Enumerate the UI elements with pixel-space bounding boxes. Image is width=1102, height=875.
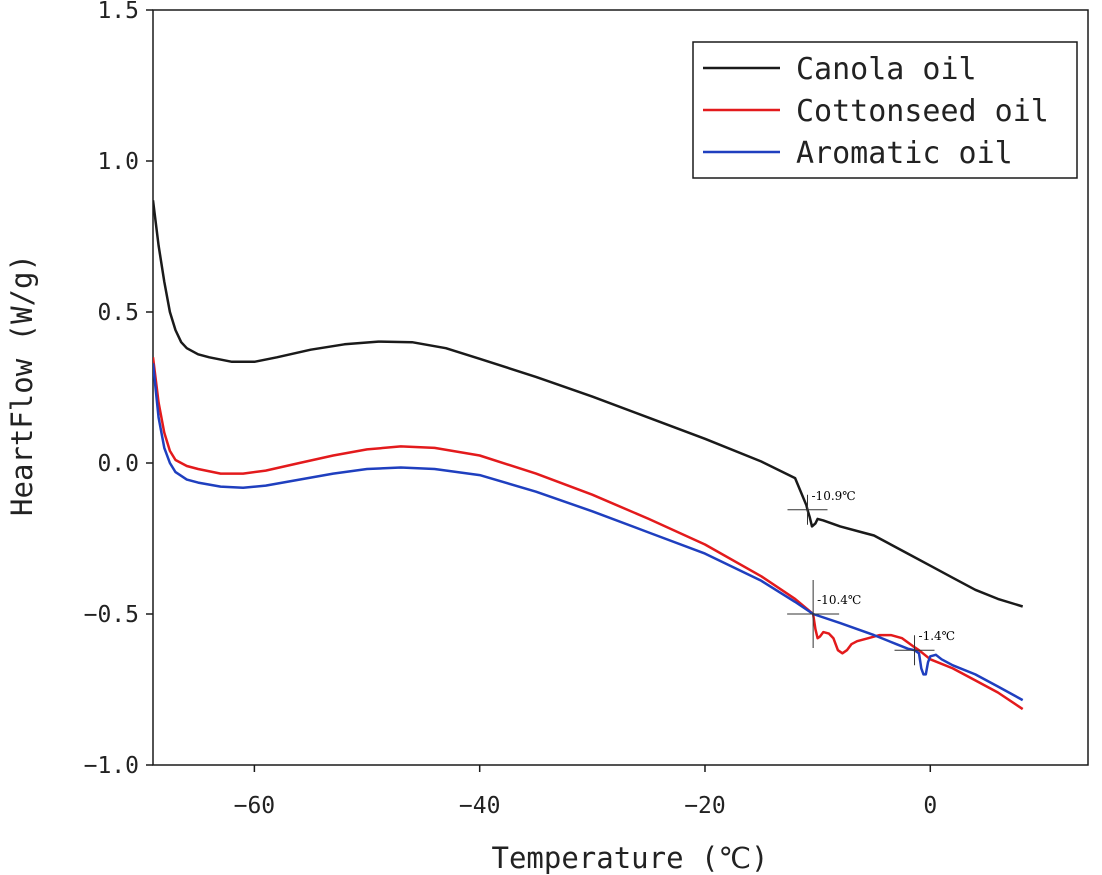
onset-temperature-label: -1.4℃	[919, 629, 956, 643]
y-tick-label: 0.5	[97, 300, 139, 326]
annotation-layer: -10.9℃ -10.4℃ -1.4℃	[787, 489, 956, 666]
legend: Canola oil Cottonseed oil Aromatic oil	[692, 41, 1078, 179]
y-tick-label: −1.0	[84, 753, 139, 779]
onset-temperature-label: -10.4℃	[817, 593, 861, 607]
x-tick-label: −60	[234, 793, 276, 819]
onset-temperature-label: -10.9℃	[812, 489, 856, 503]
legend-label-aromatic: Aromatic oil	[796, 136, 1013, 171]
legend-label-cottonseed: Cottonseed oil	[796, 94, 1049, 129]
ticks-layer: −60 −40 −20 0 −1.0 −0.5 0.0 0.5 1.0 1.5	[84, 0, 938, 819]
legend-item-aromatic: Aromatic oil	[703, 136, 1013, 171]
legend-item-cottonseed: Cottonseed oil	[703, 94, 1049, 129]
y-axis-label: HeartFlow (W/g)	[5, 254, 39, 516]
y-tick-label: 1.5	[97, 0, 139, 24]
y-tick-label: 0.0	[97, 451, 139, 477]
series-line-aromatic-oil	[153, 363, 1024, 702]
x-axis-label: Temperature (℃)	[491, 841, 768, 875]
plot-area-border	[152, 9, 1089, 766]
y-tick-label: −0.5	[84, 602, 139, 628]
x-tick-label: 0	[923, 793, 937, 819]
x-tick-label: −40	[459, 793, 501, 819]
series-layer	[153, 200, 1024, 711]
legend-label-canola: Canola oil	[796, 52, 977, 87]
series-line-canola-oil	[153, 200, 1024, 608]
series-line-cottonseed-oil	[153, 357, 1024, 711]
legend-item-canola: Canola oil	[703, 52, 977, 87]
y-tick-label: 1.0	[97, 149, 139, 175]
plot-frame	[152, 9, 1089, 766]
x-tick-label: −20	[684, 793, 726, 819]
